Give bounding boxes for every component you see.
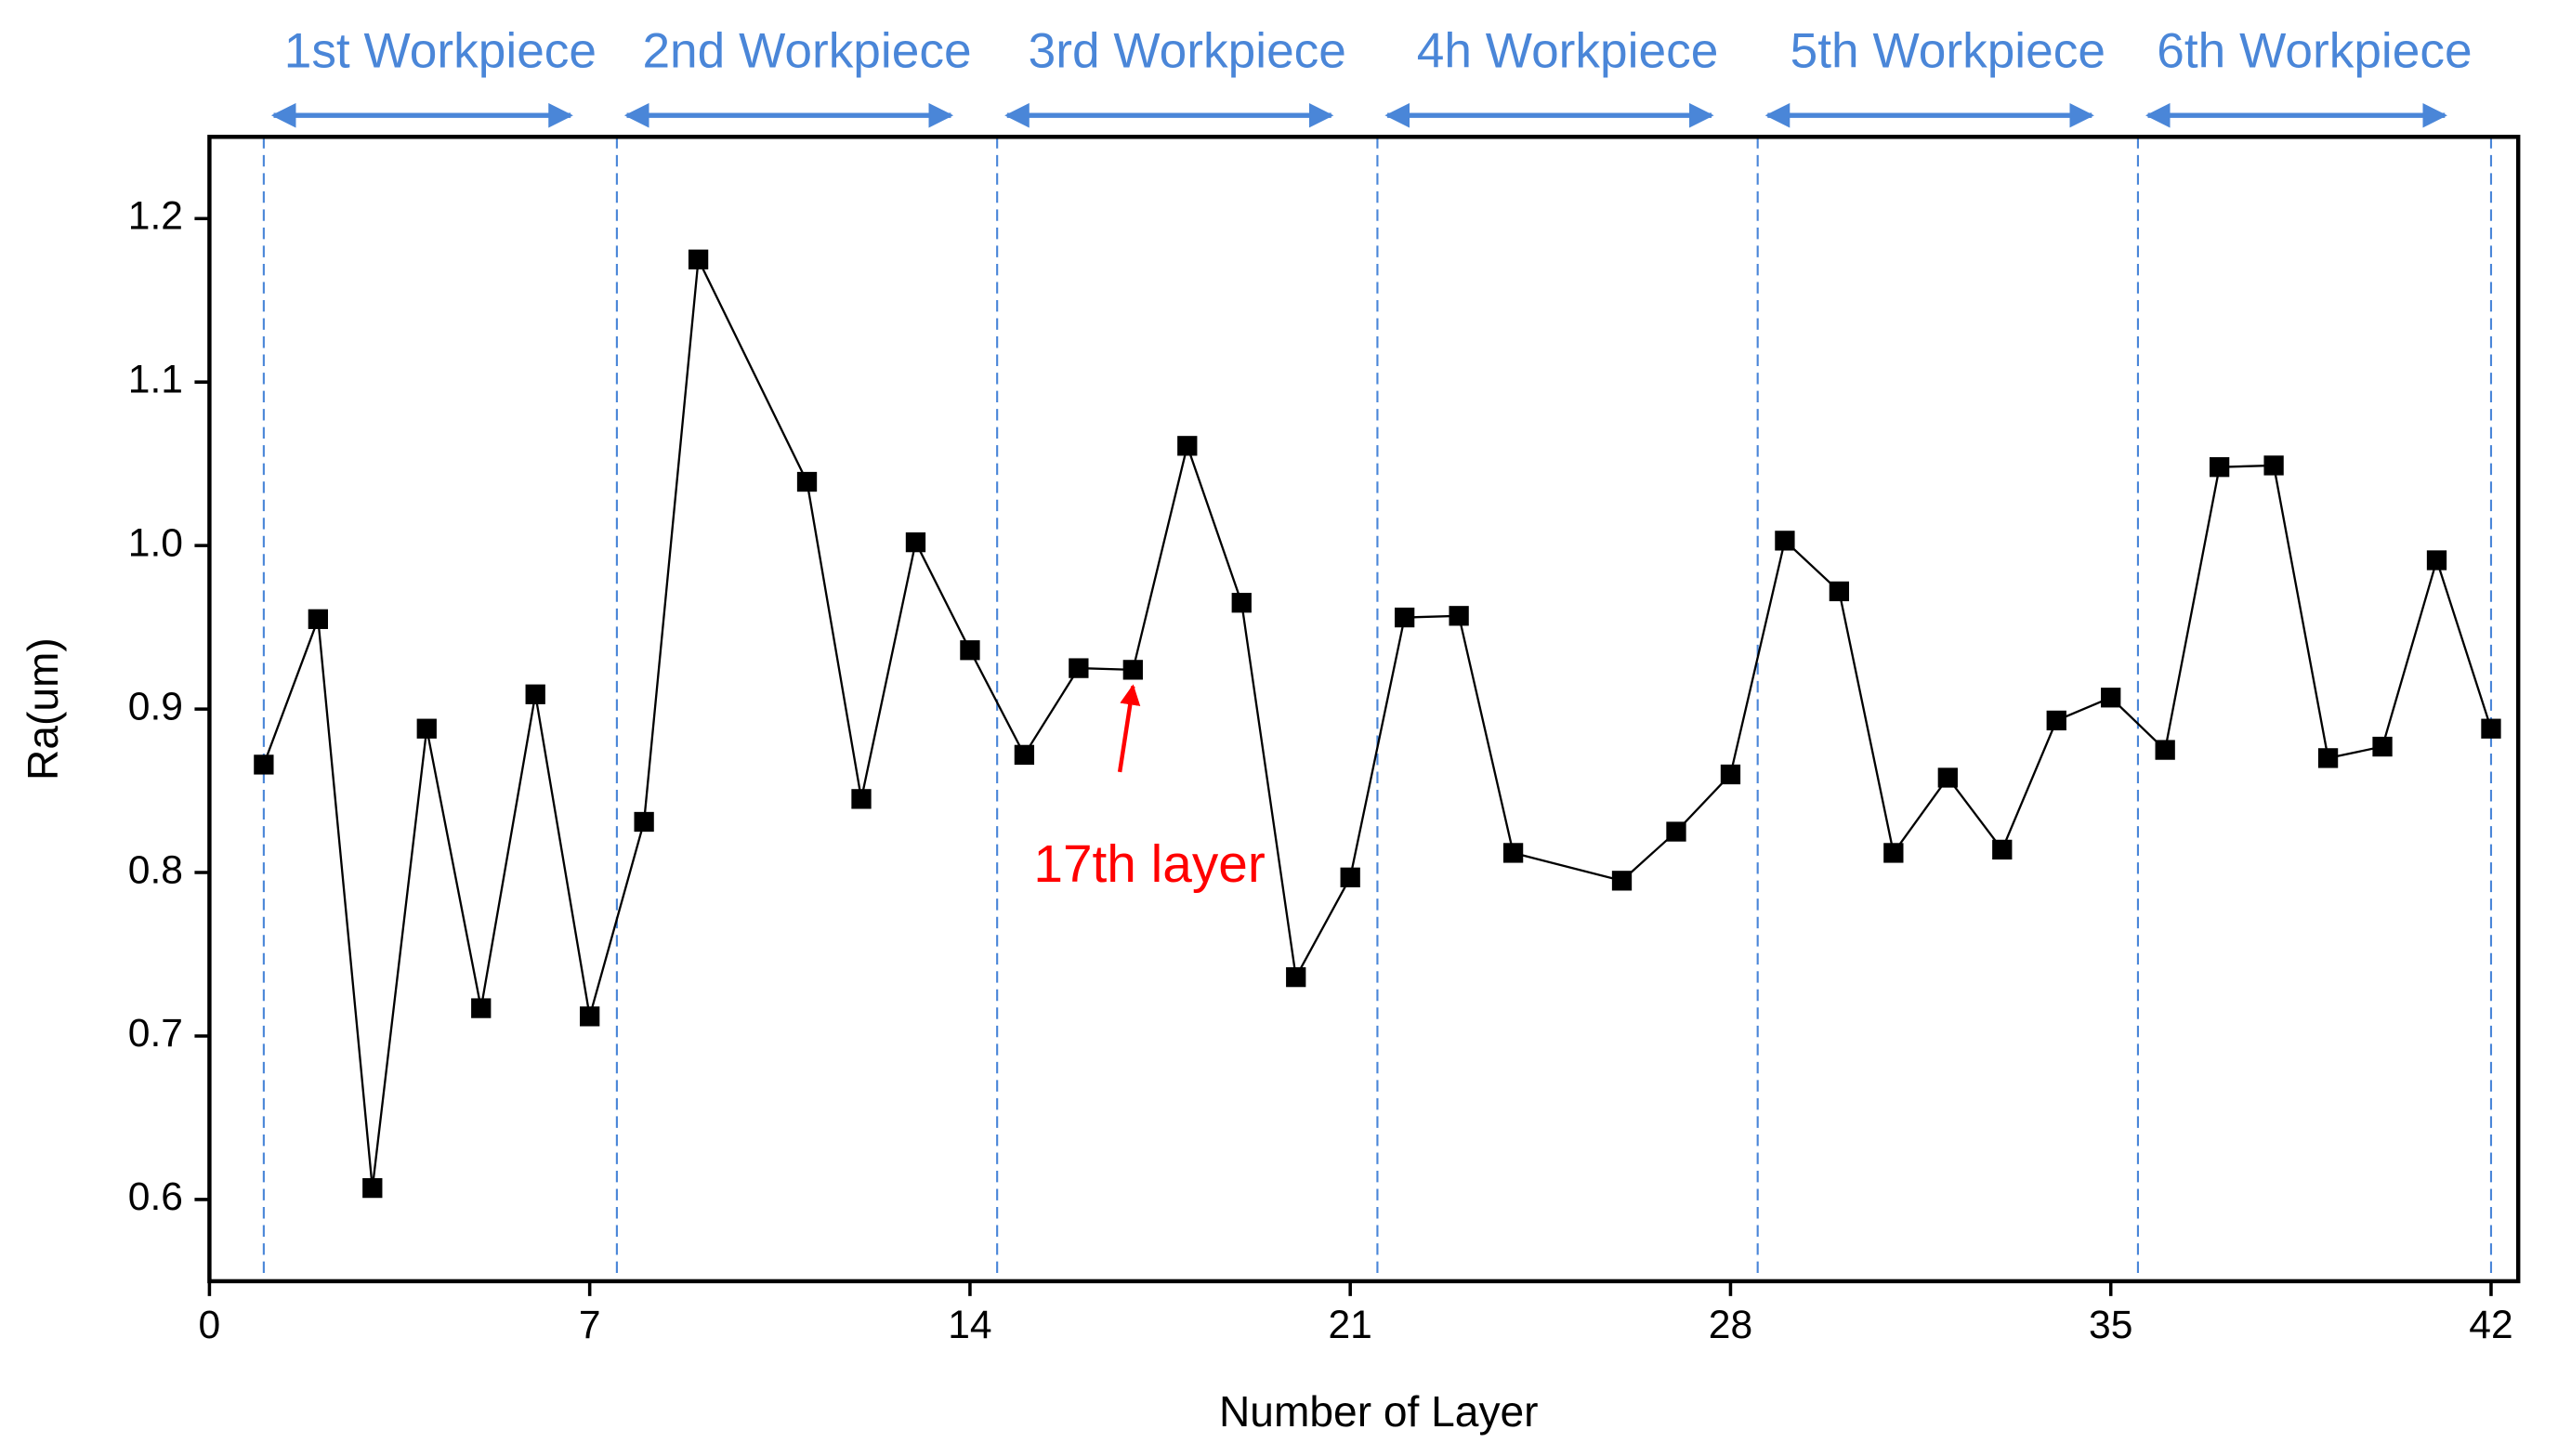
y-tick-label: 1.2 (128, 194, 183, 239)
x-tick-label: 7 (579, 1303, 601, 1347)
workpiece-label: 3rd Workpiece (1029, 24, 1346, 79)
data-point (525, 684, 545, 704)
data-point (1014, 744, 1035, 766)
annotation-arrow (1117, 684, 1141, 773)
y-tick-label: 0.9 (128, 684, 183, 728)
data-point (308, 609, 328, 629)
data-point (1937, 767, 1958, 788)
data-point (1449, 606, 1469, 626)
y-tick-label: 1.1 (128, 357, 183, 401)
workpiece-label: 6th Workpiece (2157, 24, 2472, 79)
data-point (2372, 736, 2393, 757)
data-point (851, 789, 872, 809)
data-point (471, 998, 492, 1018)
data-point (2481, 718, 2501, 739)
data-point (2209, 457, 2230, 478)
x-tick-label: 42 (2469, 1303, 2512, 1347)
data-point (2317, 748, 2339, 768)
workpiece-label: 2nd Workpiece (642, 24, 971, 79)
data-point (905, 531, 926, 553)
data-point (1720, 764, 1741, 785)
data-point (960, 640, 980, 661)
x-tick-label: 14 (948, 1303, 991, 1347)
data-point (634, 811, 654, 833)
data-point (1231, 593, 1252, 613)
x-tick-label: 21 (1329, 1303, 1372, 1347)
data-point (796, 471, 818, 492)
y-tick-label: 0.7 (128, 1011, 183, 1056)
data-point (1177, 436, 1198, 456)
data-point (1395, 607, 1415, 628)
data-point (1340, 867, 1360, 887)
y-tick-label: 0.6 (128, 1174, 183, 1219)
data-point (2155, 740, 2175, 760)
data-point (1286, 966, 1306, 988)
y-tick-label: 1.0 (128, 520, 183, 565)
data-point (688, 249, 709, 269)
annotation-text: 17th layer (1033, 835, 1265, 894)
data-point (1502, 843, 1524, 863)
data-point (1883, 843, 1904, 863)
workpiece-label: 5th Workpiece (1791, 24, 2105, 79)
data-point (362, 1177, 383, 1199)
workpiece-label: 1st Workpiece (284, 24, 597, 79)
x-tick-label: 35 (2089, 1303, 2132, 1347)
data-point (1775, 531, 1795, 551)
x-tick-label: 0 (199, 1303, 221, 1347)
data-point (1829, 581, 1850, 602)
x-axis-title: Number of Layer (1219, 1387, 1539, 1436)
data-point (254, 754, 274, 775)
data-point (2426, 550, 2447, 571)
data-point (1992, 839, 2013, 860)
data-point (416, 718, 437, 739)
data-point (2263, 455, 2284, 476)
x-tick-label: 28 (1709, 1303, 1752, 1347)
data-point (2101, 688, 2121, 708)
data-point (580, 1006, 600, 1027)
data-line (262, 256, 2493, 1188)
y-axis-title: Ra(um) (19, 637, 67, 780)
data-point (1069, 658, 1089, 678)
workpiece-label: 4h Workpiece (1417, 24, 1719, 79)
y-tick-label: 0.8 (128, 847, 183, 892)
data-point (1666, 821, 1686, 842)
data-point (1122, 660, 1143, 680)
data-point (1611, 871, 1633, 891)
data-point (2046, 710, 2066, 731)
